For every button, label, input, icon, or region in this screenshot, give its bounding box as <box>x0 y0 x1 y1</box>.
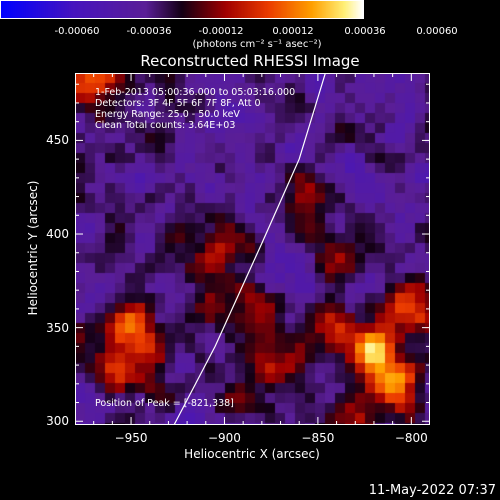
annotation-time: 1-Feb-2013 05:00:36.000 to 05:03:16.000 <box>95 87 296 98</box>
chart-title: Reconstructed RHESSI Image <box>140 52 360 70</box>
y-tick-label: 350 <box>46 320 69 335</box>
colorbar-units: (photons cm⁻² s⁻¹ asec⁻²) <box>192 39 322 50</box>
colorbar-tick-label: -0.00036 <box>126 26 172 37</box>
timestamp: 11-May-2022 07:37 <box>368 483 496 498</box>
annotation-counts: Clean Total counts: 3.64E+03 <box>95 120 236 131</box>
colorbar-tick-label: 0.00036 <box>344 26 386 37</box>
colorbar <box>0 0 364 19</box>
y-tick-label: 450 <box>46 133 69 148</box>
annotation-detectors: Detectors: 3F 4F 5F 6F 7F 8F, Att 0 <box>95 98 261 109</box>
colorbar-tick-label: 0.00012 <box>272 26 314 37</box>
colorbar-tick-label: -0.00060 <box>54 26 100 37</box>
peak-position-label: Position of Peak = [-821,338] <box>95 398 234 409</box>
plot-area: 1-Feb-2013 05:00:36.000 to 05:03:16.000 … <box>75 73 430 425</box>
heatmap-image <box>75 73 430 425</box>
x-tick-label: −900 <box>207 431 241 445</box>
x-axis-label: Heliocentric X (arcsec) <box>184 447 320 461</box>
y-tick-label: 300 <box>46 414 69 429</box>
plot-frame <box>75 73 430 425</box>
solar-limb-line <box>173 73 326 425</box>
annotation-energy: Energy Range: 25.0 - 50.0 keV <box>95 109 240 120</box>
colorbar-tick-label: 0.00060 <box>416 26 458 37</box>
colorbar-gradient <box>1 1 363 18</box>
y-tick-label: 400 <box>46 227 69 242</box>
colorbar-tick-label: -0.00012 <box>198 26 244 37</box>
x-tick-label: −950 <box>114 431 148 445</box>
plot-overlay <box>75 73 430 425</box>
x-tick-label: −800 <box>394 431 428 445</box>
x-tick-label: −850 <box>301 431 335 445</box>
y-axis-label: Heliocentric Y (arcsec) <box>26 180 40 316</box>
